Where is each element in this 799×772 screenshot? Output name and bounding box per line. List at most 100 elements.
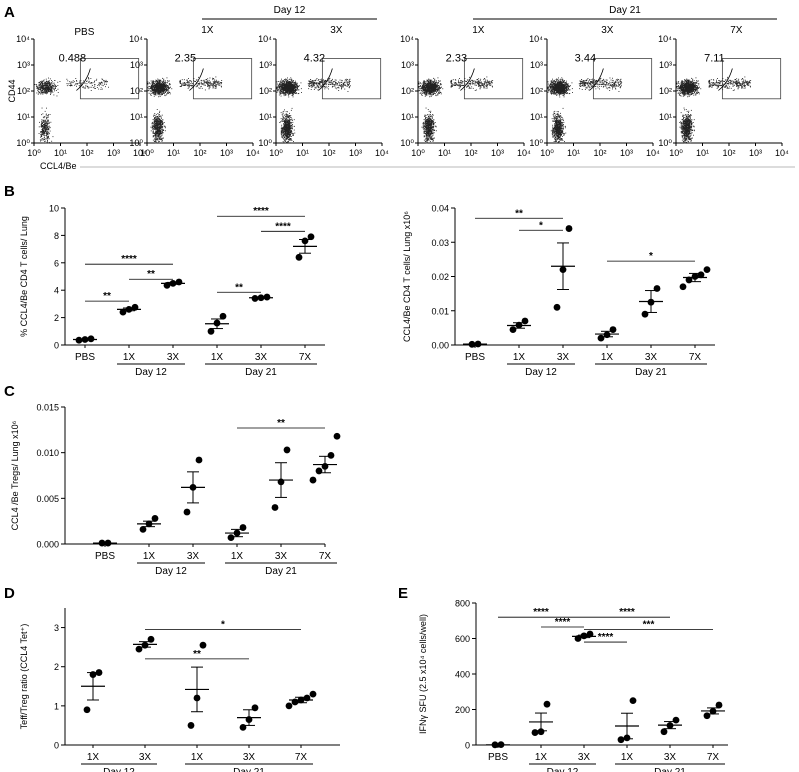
event-dot [148, 85, 150, 87]
event-dot [159, 132, 161, 134]
event-dot [286, 129, 288, 131]
event-dot [218, 81, 220, 83]
event-dot [156, 89, 157, 91]
event-dot [42, 116, 44, 118]
event-dot [186, 82, 188, 84]
event-dot [187, 80, 188, 82]
event-dot [50, 94, 51, 95]
event-dot [41, 88, 43, 90]
event-dot [158, 128, 160, 129]
event-dot [46, 93, 47, 95]
event-dot [313, 84, 315, 86]
event-dot [287, 94, 289, 96]
event-dot [285, 111, 287, 113]
event-dot [285, 126, 287, 128]
event-dot [153, 132, 155, 134]
event-dot [432, 125, 434, 127]
event-dot [288, 96, 290, 98]
event-dot [281, 82, 283, 84]
event-dot [429, 79, 431, 81]
event-dot [152, 133, 154, 134]
event-dot [159, 129, 160, 131]
event-dot [152, 81, 154, 83]
event-dot [148, 90, 150, 91]
event-dot [46, 123, 48, 125]
event-dot [309, 83, 311, 84]
event-dot [286, 125, 287, 127]
event-dot [338, 90, 340, 91]
event-dot [158, 92, 160, 94]
event-dot [156, 132, 157, 134]
event-dot [325, 84, 327, 85]
event-dot [153, 122, 155, 124]
event-dot [435, 82, 436, 83]
x-tick-label: 10³ [491, 148, 504, 158]
event-dot [167, 89, 169, 91]
event-dot [335, 82, 337, 83]
event-dot [330, 83, 331, 85]
event-dot [155, 90, 157, 92]
event-dot [472, 80, 474, 82]
event-dot [72, 82, 74, 84]
event-dot [280, 86, 282, 87]
event-dot [47, 127, 49, 128]
event-dot [338, 86, 339, 88]
event-dot [319, 83, 321, 85]
x-tick-label: 10² [464, 148, 477, 158]
event-dot [290, 83, 292, 85]
event-dot [40, 81, 42, 83]
event-dot [289, 120, 291, 122]
event-dot [161, 138, 163, 140]
event-dot [156, 131, 158, 132]
event-dot [467, 85, 469, 87]
event-dot [157, 89, 159, 91]
event-dot [289, 93, 291, 95]
event-dot [291, 132, 293, 134]
event-dot [101, 84, 103, 86]
event-dot [155, 118, 157, 120]
event-dot [159, 82, 161, 84]
event-dot [311, 83, 313, 85]
event-dot [294, 89, 296, 90]
event-dot [44, 131, 45, 133]
event-dot [285, 118, 287, 120]
event-dot [320, 81, 321, 82]
event-dot [425, 107, 427, 109]
event-dot [153, 115, 154, 117]
event-dot [451, 79, 452, 81]
event-dot [276, 91, 278, 93]
event-dot [282, 89, 284, 91]
event-dot [156, 84, 158, 85]
event-dot [277, 88, 279, 90]
event-dot [157, 118, 159, 120]
event-dot [460, 85, 461, 87]
event-dot [285, 142, 287, 144]
event-dot [151, 82, 153, 84]
event-dot [72, 80, 74, 82]
event-dot [281, 85, 283, 87]
event-dot [154, 120, 156, 122]
event-dot [334, 83, 336, 85]
event-dot [290, 125, 292, 126]
event-dot [278, 91, 280, 93]
event-dot [286, 136, 288, 138]
event-dot [421, 89, 423, 91]
event-dot [309, 81, 311, 82]
event-dot [491, 82, 492, 83]
event-dot [54, 90, 55, 92]
event-dot [71, 81, 73, 83]
event-dot [75, 83, 77, 84]
event-dot [66, 85, 68, 87]
event-dot [291, 127, 292, 129]
event-dot [90, 82, 92, 83]
event-dot [308, 85, 310, 87]
y-tick-label: 10³ [401, 60, 414, 70]
event-dot [292, 133, 294, 135]
event-dot [295, 89, 297, 90]
event-dot [330, 84, 332, 85]
event-dot [212, 78, 214, 80]
event-dot [284, 120, 285, 122]
event-dot [423, 91, 425, 93]
event-dot [161, 86, 163, 88]
event-dot [286, 127, 288, 129]
